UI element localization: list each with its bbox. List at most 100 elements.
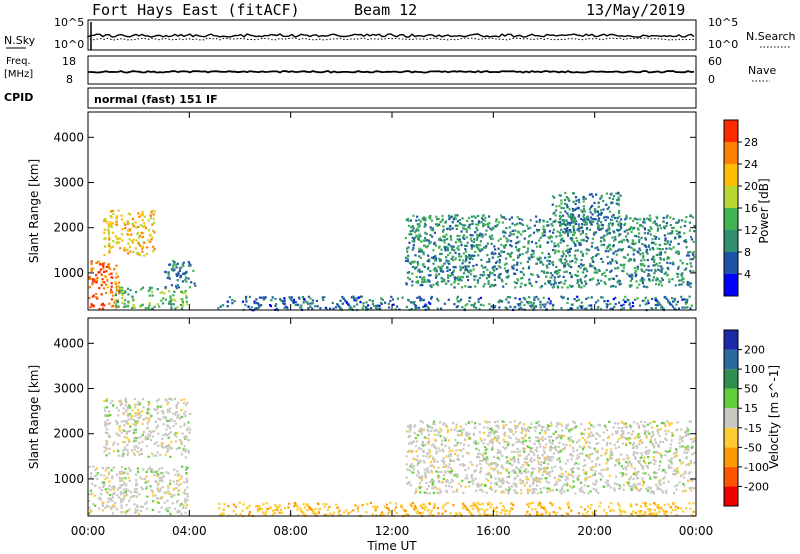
echo-cell <box>516 216 519 219</box>
echo-cell <box>594 301 598 304</box>
echo-cell <box>527 267 530 270</box>
echo-cell <box>514 484 517 487</box>
echo-cell <box>92 278 95 281</box>
echo-cell <box>508 486 511 489</box>
echo-cell <box>129 228 132 231</box>
echo-cell <box>162 410 165 413</box>
echo-cell <box>419 235 422 238</box>
echo-cell <box>496 464 500 467</box>
echo-cell <box>168 426 172 430</box>
echo-cell <box>530 475 533 478</box>
echo-cell <box>513 306 516 309</box>
echo-cell <box>606 303 609 307</box>
echo-cell <box>570 458 573 461</box>
echo-cell <box>95 281 98 284</box>
echo-cell <box>467 216 471 220</box>
echo-cell <box>610 269 613 272</box>
echo-cell <box>187 261 190 264</box>
echo-cell <box>653 220 656 223</box>
echo-cell <box>134 411 137 415</box>
echo-cell <box>184 511 187 514</box>
echo-cell <box>127 476 130 479</box>
echo-cell <box>663 476 666 479</box>
echo-cell <box>649 440 652 443</box>
echo-cell <box>689 258 692 261</box>
echo-cell <box>172 412 175 415</box>
echo-cell <box>131 241 134 244</box>
echo-cell <box>688 420 691 423</box>
echo-cell <box>693 256 696 259</box>
echo-cell <box>410 226 413 229</box>
echo-cell <box>467 278 470 282</box>
echo-cell <box>550 283 553 286</box>
echo-cell <box>600 279 603 282</box>
echo-cell <box>446 247 449 250</box>
echo-cell <box>660 284 664 287</box>
echo-cell <box>108 273 111 276</box>
echo-cell <box>422 454 425 458</box>
echo-cell <box>126 405 130 409</box>
echo-cell <box>525 475 528 478</box>
echo-cell <box>673 307 676 310</box>
echo-cell <box>113 486 116 489</box>
echo-cell <box>557 445 560 448</box>
echo-cell <box>623 230 626 233</box>
echo-cell <box>516 254 519 257</box>
echo-cell <box>652 492 655 495</box>
echo-cell <box>632 240 635 243</box>
echo-cell <box>140 486 143 489</box>
echo-cell <box>489 474 492 477</box>
echo-cell <box>509 462 512 465</box>
echo-cell <box>110 305 114 308</box>
echo-cell <box>283 299 286 302</box>
echo-cell <box>188 286 192 289</box>
echo-cell <box>617 229 620 232</box>
echo-cell <box>470 475 473 478</box>
echo-cell <box>409 426 412 429</box>
echo-cell <box>624 466 627 469</box>
echo-cell <box>655 262 658 266</box>
colorbar-tick-label: 12 <box>744 224 758 237</box>
echo-cell <box>481 502 484 505</box>
echo-cell <box>563 446 566 449</box>
echo-cell <box>681 306 684 309</box>
echo-cell <box>341 295 344 299</box>
echo-cell <box>126 453 129 456</box>
echo-cell <box>490 467 493 470</box>
echo-cell <box>592 256 595 259</box>
echo-cell <box>592 277 595 280</box>
echo-cell <box>431 487 434 490</box>
echo-cell <box>371 300 374 303</box>
echo-cell <box>168 277 171 280</box>
echo-cell <box>118 487 121 490</box>
echo-cell <box>518 248 521 251</box>
echo-cell <box>533 224 536 227</box>
echo-cell <box>664 237 667 240</box>
echo-cell <box>443 465 447 468</box>
echo-cell <box>542 467 545 470</box>
echo-cell <box>646 466 650 469</box>
echo-cell <box>523 297 526 300</box>
echo-cell <box>675 488 678 491</box>
echo-cell <box>121 470 124 473</box>
echo-cell <box>473 215 476 218</box>
echo-cell <box>633 467 636 470</box>
echo-cell <box>512 267 515 270</box>
echo-cell <box>505 298 508 301</box>
echo-cell <box>552 263 555 266</box>
echo-cell <box>123 424 126 427</box>
echo-cell <box>686 426 689 429</box>
echo-cell <box>570 509 573 512</box>
echo-cell <box>538 221 541 224</box>
echo-cell <box>257 303 260 306</box>
echo-cell <box>432 443 435 446</box>
echo-cell <box>418 225 421 228</box>
echo-cell <box>182 264 185 267</box>
echo-cell <box>558 269 561 272</box>
echo-cell <box>685 298 688 301</box>
echo-cell <box>115 406 118 409</box>
echo-cell <box>518 303 521 306</box>
echo-cell <box>135 495 138 498</box>
echo-cell <box>342 297 345 300</box>
echo-cell <box>166 403 169 406</box>
